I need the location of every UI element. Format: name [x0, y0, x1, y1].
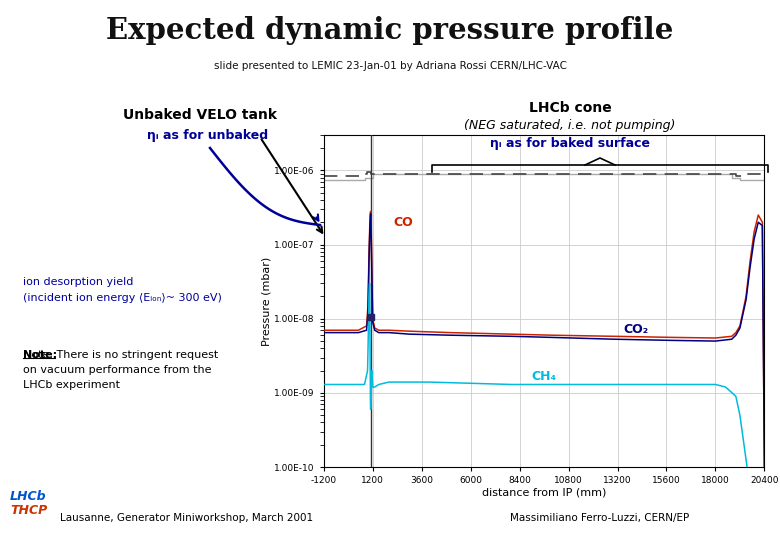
Text: on vacuum performance from the: on vacuum performance from the: [23, 365, 211, 375]
Text: Massimiliano Ferro-Luzzi, CERN/EP: Massimiliano Ferro-Luzzi, CERN/EP: [510, 513, 690, 523]
Text: ion desorption yield: ion desorption yield: [23, 277, 133, 287]
Text: THCP: THCP: [10, 504, 48, 517]
Text: ηᵢ as for baked surface: ηᵢ as for baked surface: [490, 137, 650, 150]
Text: (NEG saturated, i.e. not pumping): (NEG saturated, i.e. not pumping): [464, 119, 675, 132]
Text: CO₂: CO₂: [624, 322, 649, 336]
Text: slide presented to LEMIC 23-Jan-01 by Adriana Rossi CERN/LHC-VAC: slide presented to LEMIC 23-Jan-01 by Ad…: [214, 60, 566, 71]
Text: Expected dynamic pressure profile: Expected dynamic pressure profile: [106, 16, 674, 45]
Text: LHCb experiment: LHCb experiment: [23, 380, 120, 390]
Text: CO: CO: [393, 215, 413, 228]
Text: CH₄: CH₄: [532, 370, 557, 383]
Text: LHCb cone: LHCb cone: [529, 101, 612, 115]
Text: Unbaked VELO tank: Unbaked VELO tank: [123, 108, 277, 122]
Text: Note:: Note:: [23, 350, 57, 360]
Text: Lausanne, Generator Miniworkshop, March 2001: Lausanne, Generator Miniworkshop, March …: [60, 513, 313, 523]
Y-axis label: Pressure (mbar): Pressure (mbar): [261, 256, 271, 346]
Text: LHCb: LHCb: [10, 490, 47, 503]
Text: (incident ion energy ⟨Eᵢₒₙ⟩~ 300 eV): (incident ion energy ⟨Eᵢₒₙ⟩~ 300 eV): [23, 293, 222, 303]
Text: Note: There is no stringent request: Note: There is no stringent request: [23, 350, 218, 360]
X-axis label: distance from IP (mm): distance from IP (mm): [482, 488, 606, 498]
Text: ηᵢ as for unbaked: ηᵢ as for unbaked: [147, 129, 268, 141]
